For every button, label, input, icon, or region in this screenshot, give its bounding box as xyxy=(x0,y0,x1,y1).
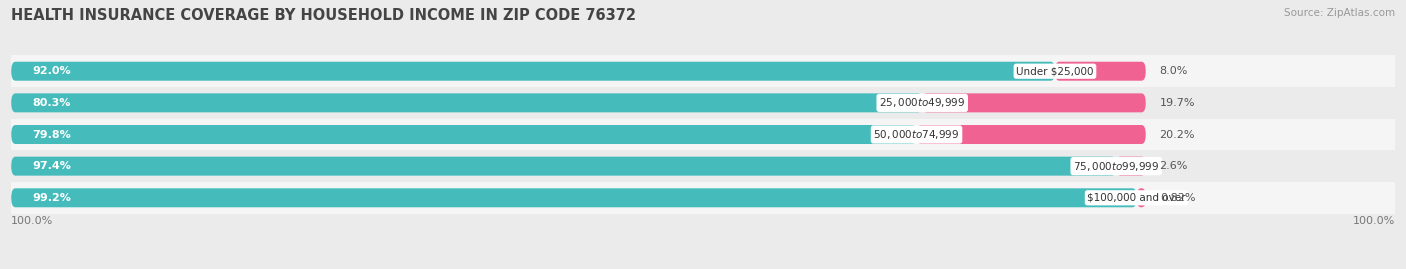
Text: 92.0%: 92.0% xyxy=(32,66,70,76)
Text: 99.2%: 99.2% xyxy=(32,193,70,203)
FancyBboxPatch shape xyxy=(917,125,1146,144)
Text: 20.2%: 20.2% xyxy=(1160,129,1195,140)
FancyBboxPatch shape xyxy=(11,62,1054,81)
Text: 100.0%: 100.0% xyxy=(1353,216,1395,226)
Text: $50,000 to $74,999: $50,000 to $74,999 xyxy=(873,128,960,141)
Text: HEALTH INSURANCE COVERAGE BY HOUSEHOLD INCOME IN ZIP CODE 76372: HEALTH INSURANCE COVERAGE BY HOUSEHOLD I… xyxy=(11,8,637,23)
FancyBboxPatch shape xyxy=(11,93,922,112)
Text: $75,000 to $99,999: $75,000 to $99,999 xyxy=(1073,160,1160,173)
FancyBboxPatch shape xyxy=(1054,62,1146,81)
FancyBboxPatch shape xyxy=(1136,188,1146,207)
Text: 80.3%: 80.3% xyxy=(32,98,70,108)
FancyBboxPatch shape xyxy=(922,93,1146,112)
Bar xyxy=(11,119,1395,150)
FancyBboxPatch shape xyxy=(1116,157,1146,176)
Text: 19.7%: 19.7% xyxy=(1160,98,1195,108)
Text: Source: ZipAtlas.com: Source: ZipAtlas.com xyxy=(1284,8,1395,18)
Bar xyxy=(11,150,1395,182)
Text: 97.4%: 97.4% xyxy=(32,161,70,171)
Text: 8.0%: 8.0% xyxy=(1160,66,1188,76)
Text: 0.82%: 0.82% xyxy=(1160,193,1195,203)
Text: 79.8%: 79.8% xyxy=(32,129,70,140)
Text: $25,000 to $49,999: $25,000 to $49,999 xyxy=(879,96,966,109)
FancyBboxPatch shape xyxy=(11,188,1136,207)
Bar xyxy=(11,55,1395,87)
FancyBboxPatch shape xyxy=(11,157,1116,176)
Text: Under $25,000: Under $25,000 xyxy=(1017,66,1094,76)
Text: $100,000 and over: $100,000 and over xyxy=(1087,193,1185,203)
Text: 2.6%: 2.6% xyxy=(1160,161,1188,171)
Bar xyxy=(11,87,1395,119)
Bar xyxy=(11,182,1395,214)
FancyBboxPatch shape xyxy=(11,125,917,144)
Text: 100.0%: 100.0% xyxy=(11,216,53,226)
